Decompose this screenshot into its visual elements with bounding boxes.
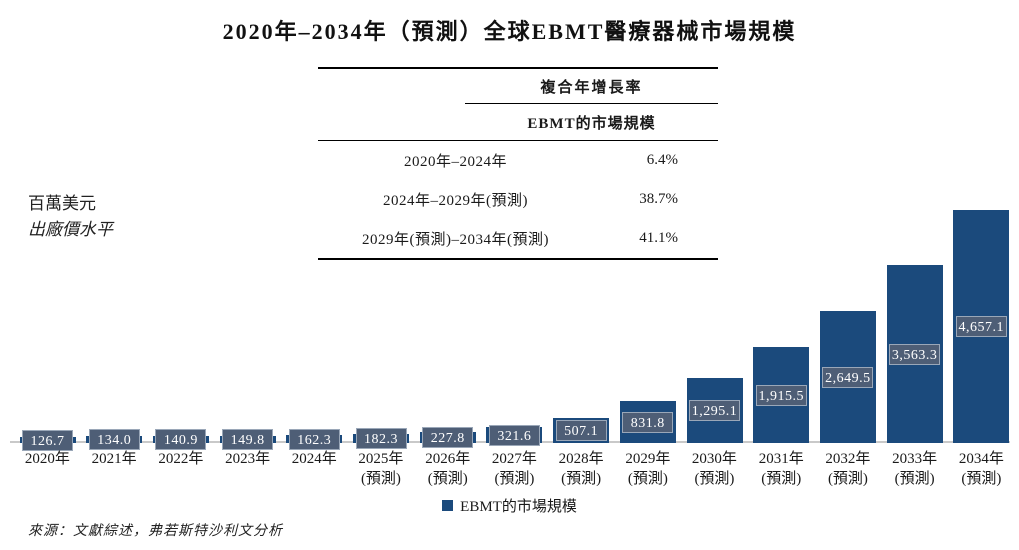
bar-value-label: 2,649.5 (822, 367, 874, 388)
legend-square-icon (442, 500, 454, 511)
page-title: 2020年–2034年（預測）全球EBMT醫療器械市場規模 (222, 19, 797, 44)
cagr-table: 複合年增長率 EBMT的市場規模 2020年–2024年 6.4% 2024年–… (318, 67, 718, 260)
table-mid-rule (318, 140, 718, 141)
bar-value-label: 140.9 (155, 429, 207, 450)
bar-value-label: 1,915.5 (755, 385, 807, 406)
bar-value-label: 134.0 (88, 429, 140, 450)
cagr-period: 2020年–2024年 (403, 154, 507, 170)
cagr-row: 2020年–2024年 6.4% (318, 141, 718, 180)
legend-label: EBMT的市場規模 (460, 499, 577, 515)
unit-note-line1: 百萬美元 (28, 194, 96, 213)
x-tick-label: 2024年 (291, 451, 337, 467)
bar-value-label: 182.3 (355, 428, 407, 449)
cagr-row: 2024年–2029年(預測) 38.7% (318, 180, 718, 219)
x-tick-label: 2023年 (225, 451, 271, 467)
table-bottom-rule (318, 258, 718, 260)
x-tick-label: 2020年 (24, 451, 70, 467)
x-tick-label: 2022年 (158, 451, 204, 467)
x-tick-label: 2033年 (預測) (892, 451, 938, 487)
bar-value-label: 321.6 (488, 425, 540, 446)
bar-value-label: 1,295.1 (689, 400, 740, 421)
legend: EBMT的市場規模 (0, 495, 1019, 516)
x-tick-label: 2027年 (預測) (491, 451, 537, 487)
bar-value-label: 507.1 (555, 420, 607, 441)
cagr-row: 2029年(預測)–2034年(預測) 41.1% (318, 219, 718, 258)
x-tick-label: 2032年 (預測) (825, 451, 871, 487)
bar-value-label: 162.3 (288, 429, 340, 450)
bar-value-label: 3,563.3 (889, 344, 941, 365)
x-tick-label: 2031年 (預測) (758, 451, 804, 487)
cagr-period: 2029年(預測)–2034年(預測) (362, 232, 549, 248)
bar-value-label: 831.8 (622, 412, 674, 433)
bar-value-label: 4,657.1 (955, 316, 1007, 337)
x-tick-label: 2026年 (預測) (425, 451, 471, 487)
unit-note-line2: 出廠價水平 (28, 220, 113, 239)
x-tick-label: 2021年 (91, 451, 137, 467)
x-tick-label: 2029年 (預測) (625, 451, 671, 487)
cagr-sub-header: EBMT的市場規模 (527, 115, 656, 132)
cagr-value: 38.7% (639, 191, 678, 207)
cagr-col-header: 複合年增長率 (465, 69, 718, 104)
source-note: 來源：文獻綜述，弗若斯特沙利文分析 (28, 524, 283, 539)
table-top-rule (318, 67, 718, 69)
x-tick-label: 2034年 (預測) (958, 451, 1004, 487)
x-tick-label: 2025年 (預測) (358, 451, 404, 487)
bar-value-label: 227.8 (422, 427, 474, 448)
bar-value-label: 149.8 (222, 429, 274, 450)
cagr-value: 6.4% (646, 152, 678, 168)
x-tick-label: 2030年 (預測) (691, 451, 737, 487)
unit-note: 百萬美元 出廠價水平 (28, 191, 113, 243)
x-tick-label: 2028年 (預測) (558, 451, 604, 487)
cagr-period: 2024年–2029年(預測) (383, 193, 528, 209)
cagr-value: 41.1% (639, 230, 678, 246)
bar-value-label: 126.7 (22, 430, 73, 451)
